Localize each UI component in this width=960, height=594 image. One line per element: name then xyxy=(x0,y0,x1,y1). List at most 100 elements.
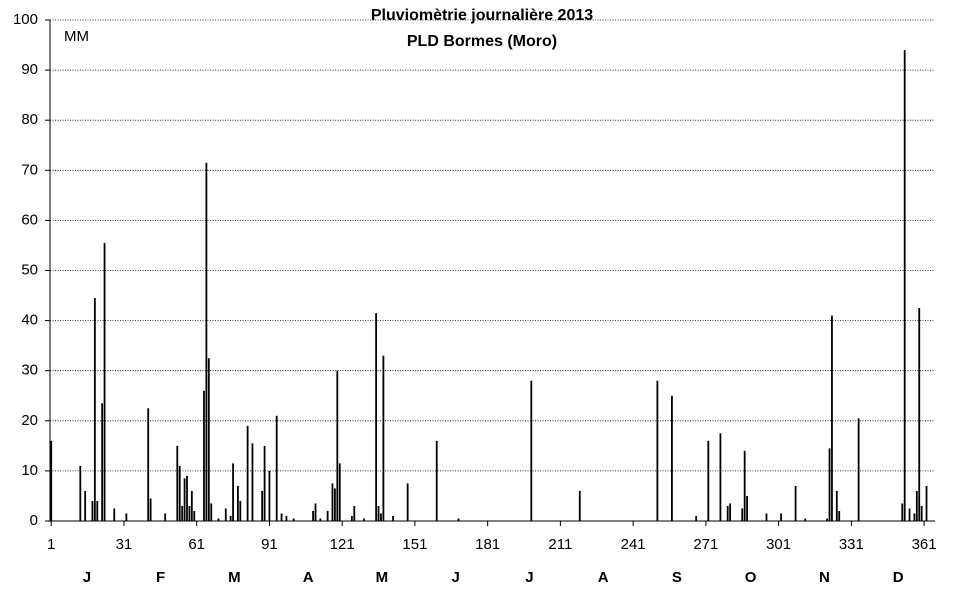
bar xyxy=(263,445,266,521)
month-label: M xyxy=(376,569,389,586)
x-tick-label: 1 xyxy=(47,536,55,553)
bar xyxy=(336,370,339,521)
y-tick-label: 20 xyxy=(21,412,38,429)
y-tick-label: 0 xyxy=(30,512,38,529)
month-label: M xyxy=(228,569,241,586)
bar xyxy=(729,503,732,521)
x-tick-label: 211 xyxy=(548,536,572,553)
bar xyxy=(671,395,673,521)
bar xyxy=(50,440,53,521)
bar xyxy=(193,510,196,521)
bar xyxy=(656,380,659,521)
month-label: A xyxy=(598,569,609,586)
bar xyxy=(765,513,768,521)
bar xyxy=(125,513,128,521)
bar xyxy=(831,315,833,521)
month-label: J xyxy=(83,569,91,586)
chart-subtitle: PLD Bormes (Moro) xyxy=(407,33,557,50)
bar xyxy=(920,505,923,521)
bar xyxy=(79,465,82,521)
bar xyxy=(835,490,838,521)
bar xyxy=(268,470,271,521)
bar xyxy=(695,515,698,521)
bar xyxy=(96,500,99,521)
bar xyxy=(239,500,242,521)
x-tick-label: 61 xyxy=(188,536,205,553)
bar xyxy=(178,465,181,521)
bar xyxy=(435,440,438,521)
bar xyxy=(210,503,213,521)
y-tick-label: 60 xyxy=(21,211,38,228)
bar xyxy=(229,515,232,521)
y-tick-label: 50 xyxy=(21,261,38,278)
month-label: O xyxy=(745,569,757,586)
bar xyxy=(530,380,533,521)
month-label: D xyxy=(893,569,904,586)
x-tick-label: 151 xyxy=(402,536,427,553)
bar xyxy=(237,485,239,521)
bar xyxy=(326,510,329,521)
x-tick-label: 331 xyxy=(839,536,864,553)
month-label: J xyxy=(451,569,459,586)
bar xyxy=(380,513,382,521)
bar xyxy=(312,510,314,521)
bar xyxy=(903,50,906,522)
month-label: J xyxy=(525,569,533,586)
month-label: N xyxy=(819,569,830,586)
bar xyxy=(826,518,829,521)
bar xyxy=(292,518,295,521)
bar xyxy=(275,415,278,521)
bar xyxy=(838,510,841,521)
bar xyxy=(224,508,227,521)
bar xyxy=(147,408,150,521)
x-tick-label: 31 xyxy=(116,536,133,553)
bar xyxy=(719,433,722,521)
x-tick-label: 121 xyxy=(330,536,355,553)
x-tick-label: 241 xyxy=(621,536,646,553)
bar xyxy=(780,513,782,521)
bar xyxy=(908,508,911,521)
y-axis-label: MM xyxy=(64,28,89,45)
x-tick-label: 91 xyxy=(261,536,278,553)
bar xyxy=(918,308,921,521)
bar xyxy=(149,498,152,521)
bar xyxy=(457,518,460,521)
bar xyxy=(353,505,356,521)
bar xyxy=(746,495,748,521)
bar xyxy=(84,490,87,521)
bar xyxy=(901,503,904,521)
bar xyxy=(93,298,96,521)
bar xyxy=(382,355,385,521)
bar xyxy=(828,448,831,521)
month-label: A xyxy=(303,569,314,586)
bar xyxy=(707,440,710,521)
bar xyxy=(331,483,334,521)
bar xyxy=(164,513,167,521)
y-tick-label: 90 xyxy=(21,61,38,78)
bar xyxy=(103,242,106,521)
bar xyxy=(338,463,341,521)
bar xyxy=(232,463,234,521)
bar xyxy=(726,505,729,521)
bar xyxy=(188,505,191,521)
bar xyxy=(251,443,254,521)
bar xyxy=(246,425,249,521)
bar xyxy=(794,485,797,521)
y-tick-label: 40 xyxy=(21,312,38,329)
bar xyxy=(190,490,193,521)
bar xyxy=(375,313,378,521)
bar xyxy=(113,508,116,521)
bar xyxy=(377,505,380,521)
bar xyxy=(857,418,860,521)
x-tick-label: 361 xyxy=(912,536,937,553)
bar xyxy=(285,515,288,521)
bar xyxy=(176,445,179,521)
chart-title: Pluviomètrie journalière 2013 xyxy=(371,7,593,24)
bar xyxy=(186,475,188,521)
month-label: S xyxy=(672,569,682,586)
bar xyxy=(333,488,336,521)
bar xyxy=(741,508,744,521)
bar xyxy=(91,500,94,521)
y-tick-label: 100 xyxy=(13,11,38,28)
